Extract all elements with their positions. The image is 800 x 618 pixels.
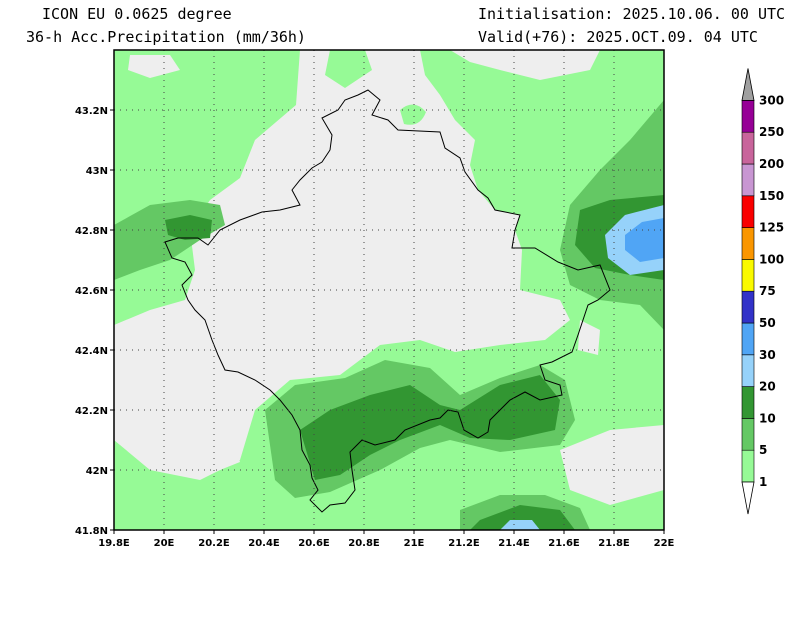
colorbar-label: 200 xyxy=(759,157,784,171)
colorbar-segment xyxy=(741,322,755,356)
lon-tick-label: 20.2E xyxy=(198,538,230,549)
lon-tick-label: 21.2E xyxy=(448,538,480,549)
lat-tick-label: 42.2N xyxy=(75,406,108,417)
lat-tick-label: 41.8N xyxy=(75,526,108,537)
precip-1mm-patch xyxy=(400,104,426,125)
field-title: 36-h Acc.Precipitation (mm/36h) xyxy=(26,28,306,46)
colorbar-label: 20 xyxy=(759,380,776,394)
precip-10mm-nw xyxy=(165,215,212,240)
precip-field xyxy=(114,50,664,530)
latitude-axis: 41.8N 42N 42.2N 42.4N 42.6N 42.8N 43N 43.2N xyxy=(75,106,114,537)
lon-tick-label: 20.4E xyxy=(248,538,280,549)
colorbar-label: 100 xyxy=(759,252,784,266)
colorbar-label: 10 xyxy=(759,411,776,425)
colorbar-segment xyxy=(741,100,755,133)
lat-tick-label: 42N xyxy=(86,466,108,477)
precip-10mm-south xyxy=(300,375,560,480)
lon-tick-label: 21.8E xyxy=(598,538,630,549)
colorbar-label: 75 xyxy=(759,284,776,298)
lon-tick-label: 20.6E xyxy=(298,538,330,549)
colorbar-segment xyxy=(741,386,755,419)
colorbar-segment xyxy=(741,449,755,483)
lat-tick-label: 43N xyxy=(86,166,108,177)
lon-tick-label: 21E xyxy=(404,538,425,549)
longitude-axis: 19.8E 20E 20.2E 20.4E 20.6E 20.8E 21E 21.2E 21.4… xyxy=(98,530,675,549)
valid-time: Valid(+76): 2025.OCT.09. 04 UTC xyxy=(478,28,758,46)
colorbar-label: 1 xyxy=(759,475,767,489)
colorbar-segment xyxy=(741,259,755,292)
colorbar-label: 5 xyxy=(759,443,767,457)
colorbar-label: 150 xyxy=(759,189,784,203)
model-title: ICON EU 0.0625 degree xyxy=(42,5,232,23)
colorbar-label: 250 xyxy=(759,125,784,139)
lon-tick-label: 22E xyxy=(654,538,675,549)
colorbar-segment xyxy=(741,195,755,228)
dry-hole-north xyxy=(450,50,600,80)
dry-hole-west xyxy=(114,400,240,478)
lon-tick-label: 20.8E xyxy=(348,538,380,549)
lon-tick-label: 19.8E xyxy=(98,538,130,549)
precip-20mm-bottom xyxy=(500,520,540,530)
colorbar-tip-high xyxy=(741,68,755,101)
dry-hole-east xyxy=(578,320,600,355)
precip-30mm-east xyxy=(625,218,664,262)
colorbar-label: 30 xyxy=(759,348,776,362)
lon-tick-label: 21.4E xyxy=(498,538,530,549)
dry-hole-south xyxy=(560,425,664,505)
lon-tick-label: 20E xyxy=(154,538,175,549)
init-time: Initialisation: 2025.10.06. 00 UTC xyxy=(478,5,786,23)
grid-lines xyxy=(114,50,664,530)
dry-hole-nw xyxy=(128,55,180,78)
colorbar-segment xyxy=(741,163,755,197)
colorbar-segment xyxy=(741,131,755,165)
precip-1mm-north xyxy=(325,50,372,88)
lon-tick-label: 21.6E xyxy=(548,538,580,549)
colorbar-label: 125 xyxy=(759,221,784,235)
country-border xyxy=(164,89,611,513)
precip-10mm-bottom xyxy=(470,505,575,530)
colorbar: 1 5 10 20 30 50 75 100 125 150 200 250 300 xyxy=(741,68,784,515)
lat-tick-label: 42.8N xyxy=(75,226,108,237)
lat-tick-label: 43.2N xyxy=(75,106,108,117)
colorbar-segment xyxy=(741,354,755,387)
lat-tick-label: 42.4N xyxy=(75,346,108,357)
lat-tick-label: 42.6N xyxy=(75,286,108,297)
colorbar-segment xyxy=(741,290,755,324)
colorbar-label: 50 xyxy=(759,316,776,330)
colorbar-segment xyxy=(741,418,755,451)
colorbar-tip-low xyxy=(741,481,755,515)
colorbar-label: 300 xyxy=(759,93,784,107)
colorbar-segment xyxy=(741,227,755,260)
